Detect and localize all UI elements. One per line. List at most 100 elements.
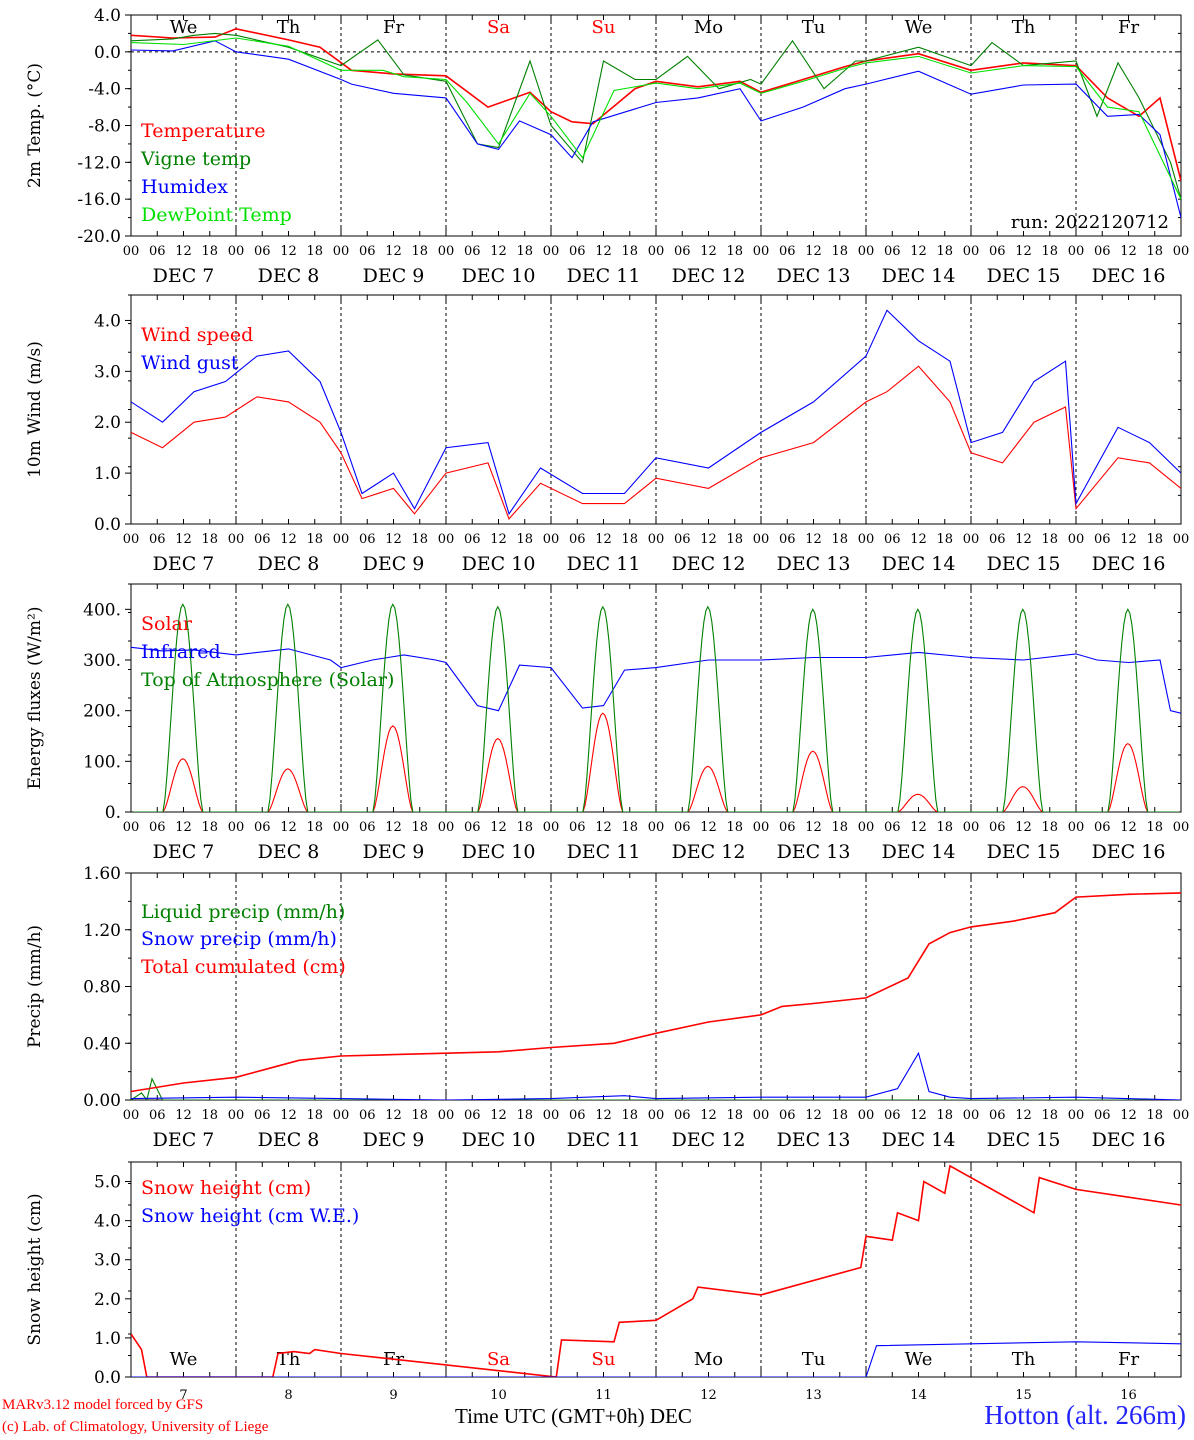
hour-tick-label: 18: [516, 1108, 533, 1123]
hour-tick-label: 12: [175, 1108, 192, 1123]
date-label: DEC 7: [153, 1129, 215, 1151]
hour-tick-label: 00: [753, 532, 770, 547]
hour-tick-label: 12: [1120, 532, 1137, 547]
hour-tick-label: 06: [149, 1108, 166, 1123]
hour-tick-label: 18: [726, 244, 743, 259]
date-label: DEC 9: [363, 265, 425, 287]
hour-tick-label: 18: [621, 244, 638, 259]
y-tick-label: 0.00: [83, 1091, 121, 1111]
hour-tick-label: 18: [726, 820, 743, 835]
hour-tick-label: 06: [149, 820, 166, 835]
hour-tick-label: 12: [490, 820, 507, 835]
hour-tick-label: 00: [858, 1108, 875, 1123]
hour-tick-label: 06: [359, 820, 376, 835]
hour-tick-label: 00: [648, 244, 665, 259]
date-label: DEC 13: [777, 553, 851, 575]
hour-tick-label: 12: [910, 244, 927, 259]
hour-tick-label: 12: [910, 820, 927, 835]
hour-tick-label: 06: [464, 820, 481, 835]
hour-tick-label: 12: [1015, 244, 1032, 259]
y-tick-label: 1.20: [83, 921, 121, 941]
y-tick-label: 4.0: [94, 311, 121, 331]
day-name: Th: [277, 17, 301, 38]
hour-tick-label: 00: [333, 244, 350, 259]
day-name: Tu: [802, 1349, 826, 1370]
hour-tick-label: 18: [516, 244, 533, 259]
hour-tick-label: 06: [989, 820, 1006, 835]
hour-tick-label: 18: [411, 1108, 428, 1123]
date-label: DEC 8: [258, 1129, 320, 1151]
date-label: DEC 11: [567, 841, 641, 863]
hour-tick-label: 12: [175, 532, 192, 547]
hour-tick-label: 12: [700, 244, 717, 259]
hour-tick-label: 18: [1146, 244, 1163, 259]
legend-entry: Vigne temp: [140, 148, 251, 170]
hour-tick-label: 12: [385, 820, 402, 835]
hour-tick-label: 12: [1015, 532, 1032, 547]
hour-tick-label: 06: [359, 1108, 376, 1123]
hour-tick-label: 18: [306, 244, 323, 259]
hour-tick-label: 12: [280, 532, 297, 547]
date-label: DEC 14: [882, 1129, 956, 1151]
date-label: DEC 14: [882, 553, 956, 575]
hour-tick-label: 06: [779, 532, 796, 547]
legend-entry: Solar: [141, 613, 193, 635]
series-line: [131, 32, 1181, 200]
hour-tick-label: 18: [1041, 244, 1058, 259]
hour-tick-label: 00: [543, 532, 560, 547]
hour-tick-label: 00: [228, 532, 245, 547]
hour-tick-label: 12: [700, 1108, 717, 1123]
hour-tick-label: 06: [149, 532, 166, 547]
y-tick-label: 200.: [83, 702, 121, 722]
hour-tick-label: 00: [123, 532, 140, 547]
hour-tick-label: 00: [123, 244, 140, 259]
hour-tick-label: 12: [1015, 1108, 1032, 1123]
hour-tick-label: 12: [1120, 1108, 1137, 1123]
hour-tick-label: 00: [1173, 532, 1190, 547]
series-line: [131, 365, 1181, 520]
y-tick-label: 3.0: [94, 362, 121, 382]
hour-tick-label: 06: [674, 820, 691, 835]
legend-entry: Infrared: [141, 641, 221, 663]
hour-tick-label: 12: [280, 1108, 297, 1123]
date-label: DEC 16: [1092, 841, 1166, 863]
y-tick-label: 3.0: [94, 1251, 121, 1271]
day-name: Mo: [694, 1349, 723, 1370]
hour-tick-label: 06: [674, 532, 691, 547]
hour-tick-label: 18: [411, 820, 428, 835]
y-tick-label: 0.0: [94, 1368, 121, 1388]
hour-tick-label: 00: [228, 244, 245, 259]
hour-tick-label: 12: [805, 1108, 822, 1123]
hour-tick-label: 12: [490, 1108, 507, 1123]
hour-tick-label: 00: [858, 532, 875, 547]
hour-tick-label: 12: [1120, 820, 1137, 835]
date-label: DEC 16: [1092, 265, 1166, 287]
hour-tick-label: 12: [175, 820, 192, 835]
hour-tick-label: 12: [910, 532, 927, 547]
series-line: [131, 1077, 1181, 1100]
hour-tick-label: 06: [359, 532, 376, 547]
hour-tick-label: 12: [490, 244, 507, 259]
hour-tick-label: 18: [201, 244, 218, 259]
day-name: Su: [592, 17, 616, 38]
date-label: DEC 16: [1092, 1129, 1166, 1151]
hour-tick-label: 00: [1173, 1108, 1190, 1123]
day-number: 16: [1120, 1388, 1137, 1403]
series-line: [131, 1051, 1181, 1100]
date-label: DEC 11: [567, 265, 641, 287]
hour-tick-label: 00: [648, 532, 665, 547]
y-axis-label: 2m Temp. (°C): [25, 63, 45, 188]
hour-tick-label: 18: [831, 820, 848, 835]
hour-tick-label: 18: [201, 532, 218, 547]
series-line: [131, 1341, 1181, 1377]
hour-tick-label: 18: [516, 820, 533, 835]
date-label: DEC 7: [153, 553, 215, 575]
day-name: Th: [1012, 17, 1036, 38]
y-tick-label: 2.0: [94, 413, 121, 433]
hour-tick-label: 12: [700, 820, 717, 835]
hour-tick-label: 18: [831, 244, 848, 259]
hour-tick-label: 00: [333, 820, 350, 835]
panel-5: 5.0 4.0 3.0 2.0 1.0 0.0 Snow height (cm) We 7 Th 8…: [25, 1161, 1182, 1403]
hour-tick-label: 06: [779, 1108, 796, 1123]
hour-tick-label: 06: [1094, 244, 1111, 259]
